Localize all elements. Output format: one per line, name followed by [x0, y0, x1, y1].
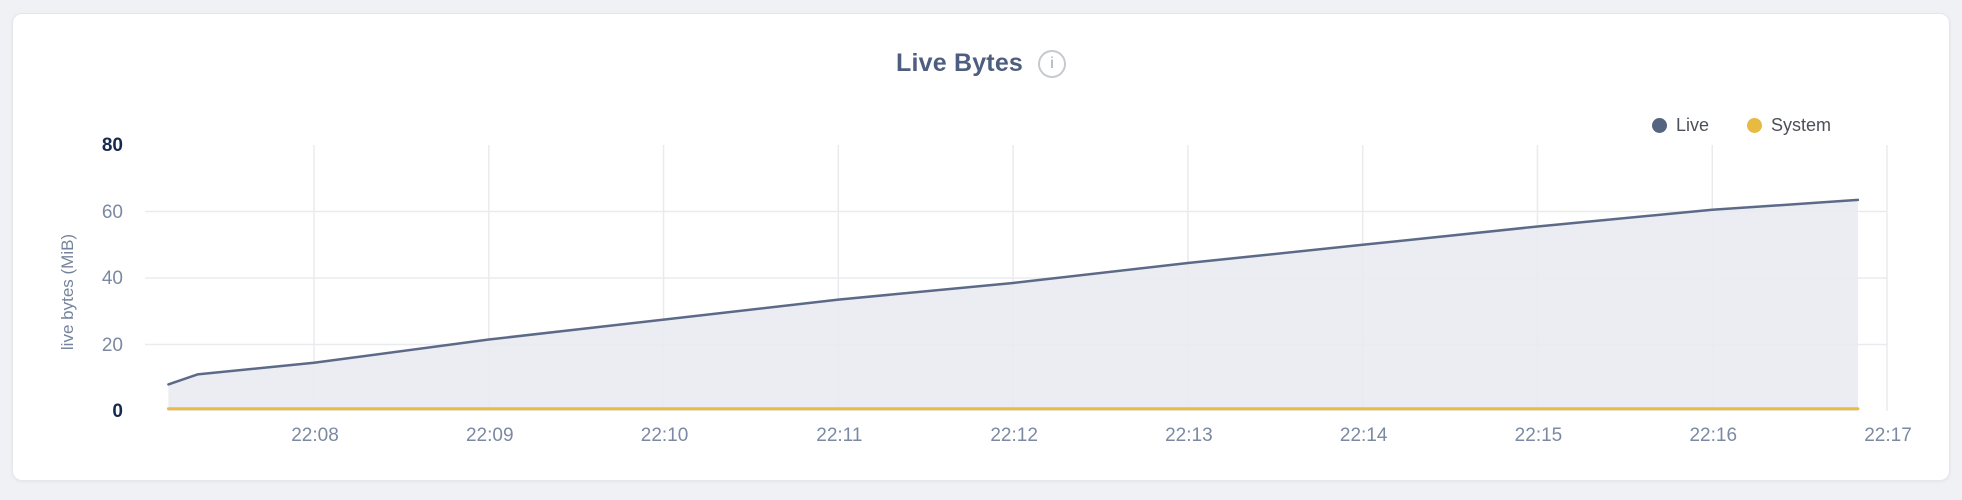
- y-tick-label: 60: [101, 201, 123, 223]
- legend-dot-icon: [1746, 118, 1762, 133]
- chart-title: Live Bytes: [895, 49, 1024, 77]
- y-tick-label: 80: [101, 135, 123, 156]
- title-row: Live Bytes i: [13, 49, 1949, 78]
- legend: Live System: [1651, 115, 1831, 136]
- legend-label: System: [1770, 115, 1831, 135]
- legend-label: Live: [1675, 115, 1709, 135]
- legend-dot-icon: [1651, 118, 1667, 133]
- x-tick-label: 22:08: [291, 425, 339, 446]
- y-tick-label: 40: [101, 268, 123, 289]
- x-tick-label: 22:14: [1339, 425, 1388, 446]
- y-tick-label: 20: [101, 334, 123, 356]
- x-tick-label: 22:12: [990, 425, 1038, 446]
- legend-item-live[interactable]: Live: [1651, 115, 1709, 136]
- legend-item-system[interactable]: System: [1746, 115, 1831, 136]
- y-axis-label: live bytes (MiB): [58, 233, 77, 351]
- x-tick-label: 22:10: [640, 425, 689, 446]
- y-tick-label: 0: [112, 401, 123, 422]
- info-icon[interactable]: i: [1038, 49, 1067, 78]
- x-tick-label: 22:13: [1165, 425, 1213, 446]
- series-line-live: [167, 198, 1860, 386]
- x-tick-label: 22:17: [1864, 425, 1912, 446]
- x-tick-label: 22:11: [816, 425, 863, 446]
- x-tick-label: 22:15: [1514, 425, 1563, 446]
- x-tick-label: 22:09: [465, 425, 514, 446]
- x-tick-label: 22:16: [1689, 425, 1738, 446]
